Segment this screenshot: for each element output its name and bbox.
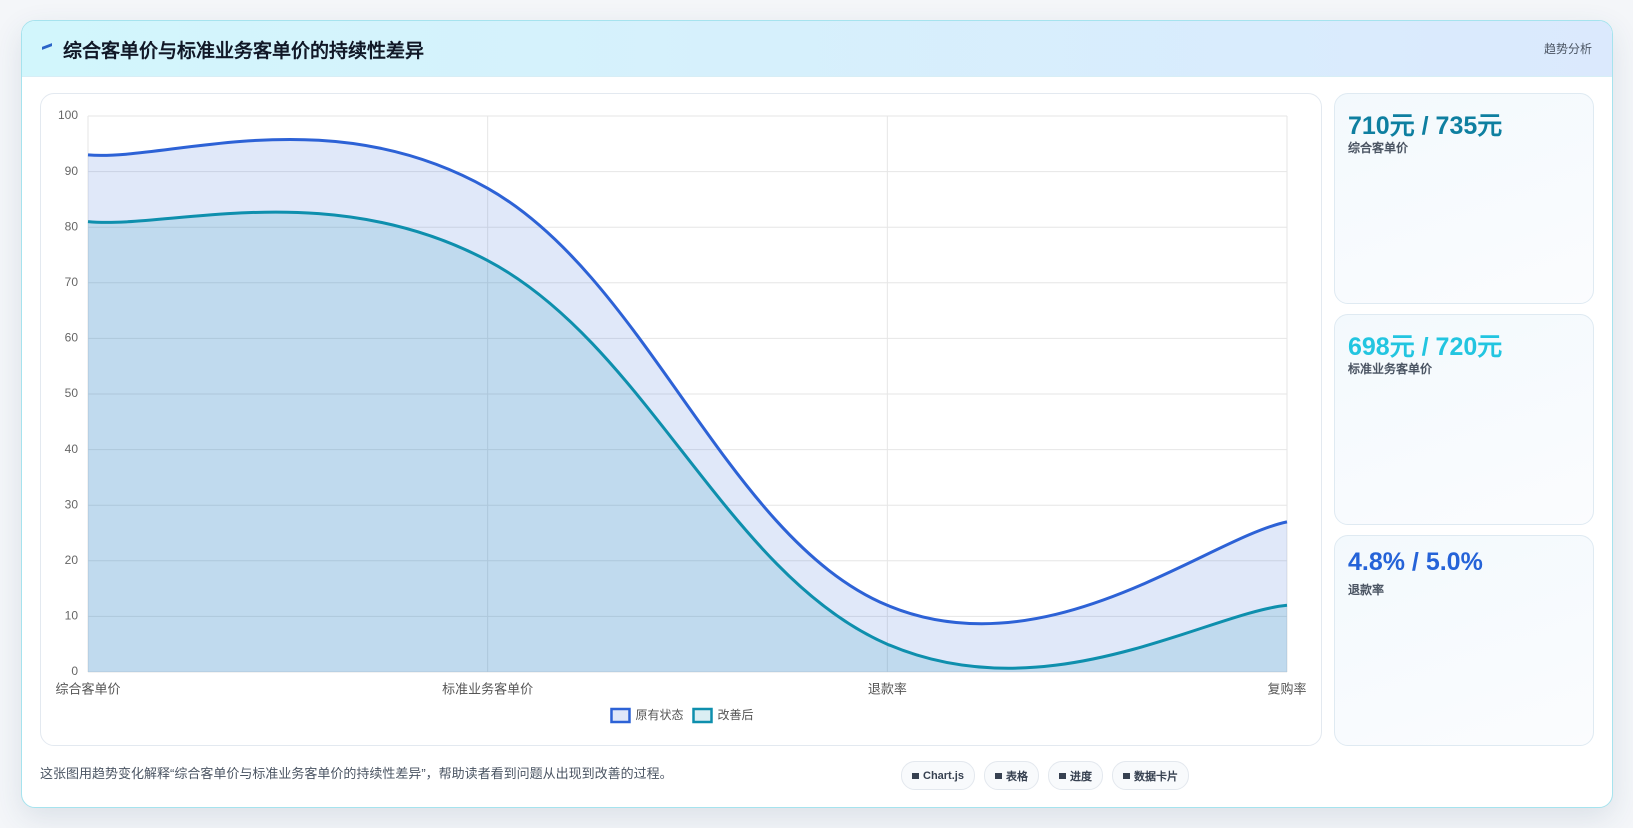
tags: Chart.js 表格 进度 数据卡片 xyxy=(901,761,1189,790)
legend-swatch xyxy=(692,707,713,724)
area xyxy=(88,212,1287,672)
legend-item: 原有状态 xyxy=(610,707,684,724)
x-tick-label: 复购率 xyxy=(1267,681,1306,696)
stat-value: 698元 / 720元 xyxy=(1348,333,1503,361)
y-tick-label: 0 xyxy=(71,664,78,678)
y-tick-label: 90 xyxy=(65,164,79,178)
caption: 这张图用趋势变化解释“综合客单价与标准业务客单价的持续性差异”，帮助读者看到问题… xyxy=(40,766,673,781)
x-tick-label: 综合客单价 xyxy=(55,681,120,696)
tag-label: 进度 xyxy=(1069,770,1092,783)
tag-icon xyxy=(912,772,919,779)
tag-label: Chart.js xyxy=(923,769,964,782)
line xyxy=(87,210,1288,670)
y-tick-label: 50 xyxy=(65,386,79,400)
tag-icon xyxy=(1058,772,1066,779)
tag[interactable]: Chart.js xyxy=(901,761,975,790)
stat-value: 4.8% / 5.0% xyxy=(1348,548,1483,576)
tag-label: 数据卡片 xyxy=(1133,770,1178,783)
y-tick-label: 20 xyxy=(65,553,79,567)
y-tick-label: 60 xyxy=(65,331,79,345)
tag-label: 表格 xyxy=(1005,770,1028,783)
header: 综合客单价与标准业务客单价的持续性差异 趋势分析 xyxy=(22,21,1612,77)
y-tick-label: 40 xyxy=(65,442,79,456)
tag[interactable]: 数据卡片 xyxy=(1111,761,1189,790)
line xyxy=(87,137,1288,626)
chart-panel: 0 10 20 30 40 50 60 70 80 90 100 综合客单价 标准业务客单价 退款率 复购率… xyxy=(40,93,1322,746)
badge: 趋势分析 xyxy=(1543,42,1592,56)
y-tick-label: 100 xyxy=(58,108,78,122)
legend-label: 原有状态 xyxy=(635,708,683,722)
y-tick-label: 80 xyxy=(65,219,79,233)
tag-icon xyxy=(1122,772,1130,779)
report-card: 综合客单价与标准业务客单价的持续性差异 趋势分析 0 10 20 30 40 50 60 70… xyxy=(21,20,1613,808)
tag[interactable]: 表格 xyxy=(983,761,1039,790)
tag-icon xyxy=(994,772,1002,779)
y-tick-label: 70 xyxy=(65,275,79,289)
stat-label: 综合客单价 xyxy=(1348,141,1409,155)
title: 综合客单价与标准业务客单价的持续性差异 xyxy=(63,41,425,62)
legend-swatch xyxy=(610,707,631,724)
y-tick-label: 30 xyxy=(65,497,79,511)
x-tick-label: 退款率 xyxy=(868,681,907,696)
stat-label: 退款率 xyxy=(1348,583,1385,597)
stat-card: 710元 / 735元 综合客单价 xyxy=(1334,93,1594,304)
chart: 0 10 20 30 40 50 60 70 80 90 100 综合客单价 标准业务客单价 退款率 复购率… xyxy=(55,108,1307,724)
stat-card: 4.8% / 5.0% 退款率 xyxy=(1334,535,1594,746)
legend-item: 改善后 xyxy=(692,707,754,724)
legend-label: 改善后 xyxy=(718,707,754,722)
tag[interactable]: 进度 xyxy=(1047,761,1103,790)
y-tick-label: 10 xyxy=(65,609,79,623)
stat-value: 710元 / 735元 xyxy=(1348,112,1503,140)
header-icon xyxy=(42,43,52,50)
stat-label: 标准业务客单价 xyxy=(1348,362,1433,376)
x-tick-label: 标准业务客单价 xyxy=(442,681,533,696)
stat-card: 698元 / 720元 标准业务客单价 xyxy=(1334,314,1594,525)
